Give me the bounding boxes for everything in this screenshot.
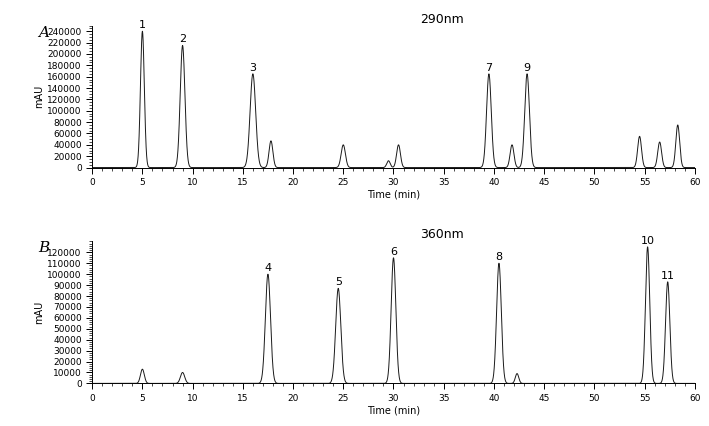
X-axis label: Time (min): Time (min): [367, 190, 420, 200]
Text: 4: 4: [264, 263, 272, 273]
Text: 10: 10: [641, 236, 654, 246]
Text: 11: 11: [661, 271, 675, 281]
Text: 8: 8: [496, 252, 503, 262]
Text: 7: 7: [486, 63, 493, 73]
Text: 1: 1: [139, 20, 146, 30]
Text: 9: 9: [523, 63, 530, 73]
Y-axis label: mAU: mAU: [35, 301, 45, 324]
Y-axis label: mAU: mAU: [35, 85, 45, 108]
Title: 290nm: 290nm: [420, 12, 464, 26]
Text: 2: 2: [179, 35, 186, 44]
Text: 5: 5: [335, 277, 342, 287]
Text: 3: 3: [250, 63, 257, 73]
X-axis label: Time (min): Time (min): [367, 406, 420, 416]
Text: B: B: [38, 242, 49, 256]
Text: A: A: [38, 26, 49, 40]
Title: 360nm: 360nm: [420, 228, 464, 242]
Text: 6: 6: [390, 247, 397, 256]
